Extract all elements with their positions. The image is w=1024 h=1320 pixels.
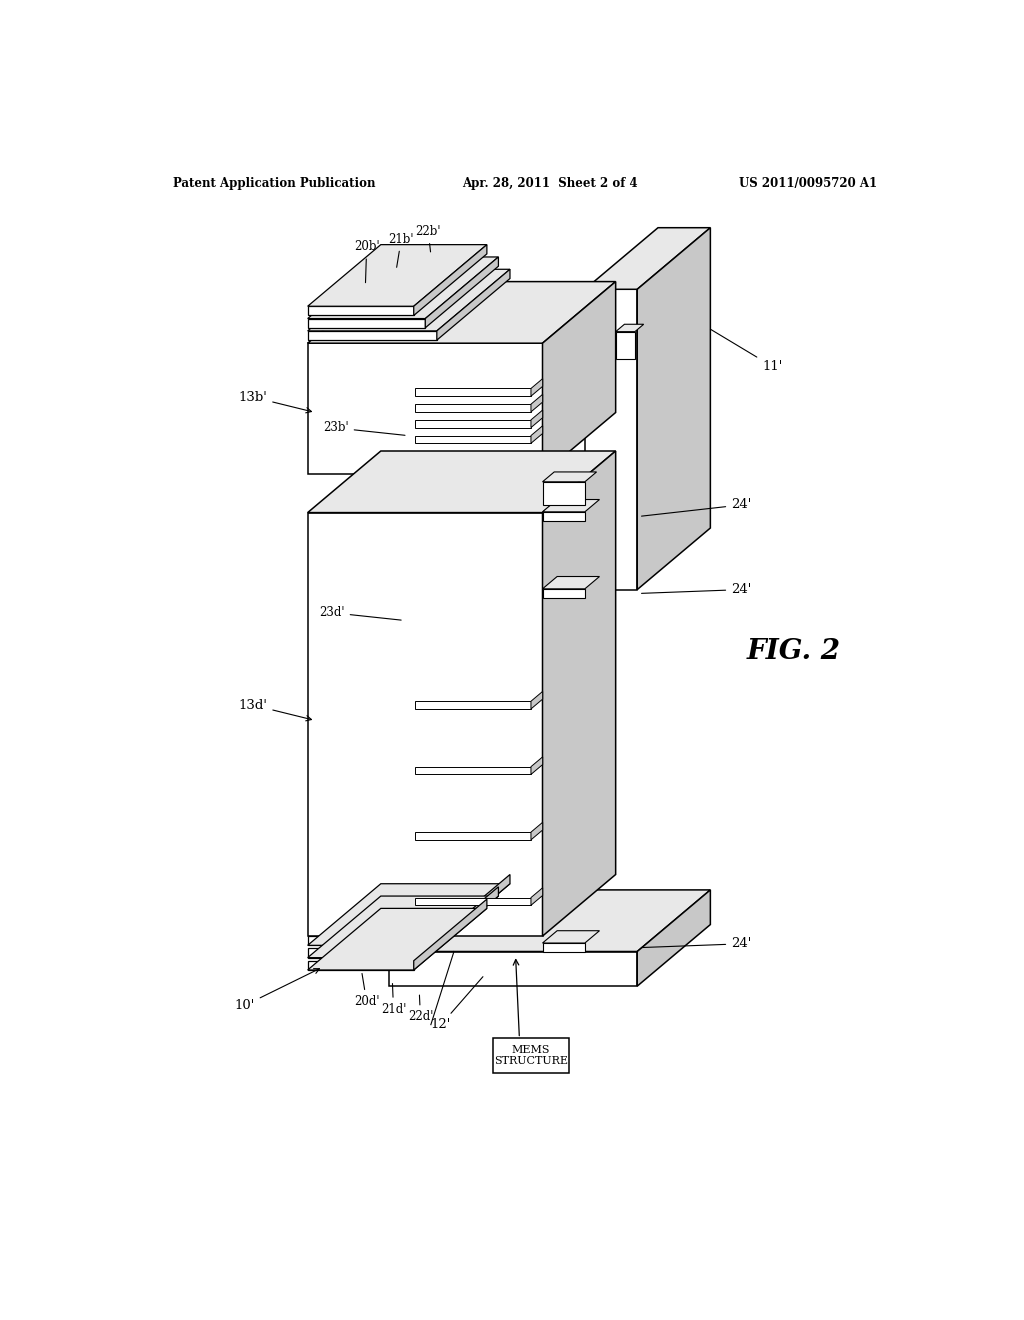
Text: 13b': 13b' — [239, 391, 311, 413]
Polygon shape — [543, 589, 585, 598]
Polygon shape — [307, 318, 425, 327]
Text: 11': 11' — [711, 329, 782, 372]
Text: 13d': 13d' — [239, 698, 311, 721]
Polygon shape — [307, 512, 543, 936]
Polygon shape — [437, 269, 510, 341]
Polygon shape — [531, 888, 543, 906]
Polygon shape — [416, 832, 531, 840]
Polygon shape — [615, 331, 635, 359]
FancyBboxPatch shape — [494, 1038, 568, 1073]
Polygon shape — [307, 908, 486, 970]
Text: 20d': 20d' — [354, 973, 379, 1008]
Text: 20b': 20b' — [354, 240, 380, 282]
Text: 21d': 21d' — [381, 983, 407, 1016]
Polygon shape — [531, 822, 543, 840]
Polygon shape — [425, 887, 499, 958]
Text: 10': 10' — [234, 969, 319, 1012]
Polygon shape — [531, 395, 543, 412]
Polygon shape — [585, 227, 711, 289]
Polygon shape — [307, 269, 510, 331]
Polygon shape — [543, 281, 615, 474]
Polygon shape — [416, 388, 531, 396]
Polygon shape — [543, 473, 597, 482]
Polygon shape — [416, 404, 531, 412]
Polygon shape — [531, 411, 543, 428]
Polygon shape — [543, 577, 599, 589]
Polygon shape — [414, 244, 486, 315]
Text: 22d': 22d' — [408, 995, 433, 1023]
Polygon shape — [307, 331, 437, 341]
Polygon shape — [543, 931, 599, 942]
Polygon shape — [388, 890, 711, 952]
Polygon shape — [388, 952, 637, 986]
Polygon shape — [437, 875, 510, 945]
Polygon shape — [307, 884, 510, 945]
Polygon shape — [307, 257, 499, 318]
Text: 12': 12' — [431, 977, 483, 1031]
Polygon shape — [585, 289, 637, 590]
Polygon shape — [531, 426, 543, 444]
Polygon shape — [307, 343, 543, 474]
Text: FIG. 2: FIG. 2 — [746, 638, 841, 665]
Polygon shape — [615, 325, 644, 331]
Polygon shape — [543, 942, 585, 952]
Polygon shape — [416, 898, 531, 906]
Text: Apr. 28, 2011  Sheet 2 of 4: Apr. 28, 2011 Sheet 2 of 4 — [462, 177, 637, 190]
Polygon shape — [425, 257, 499, 327]
Polygon shape — [414, 899, 486, 970]
Text: 24': 24' — [641, 499, 752, 516]
Polygon shape — [307, 936, 437, 945]
Polygon shape — [543, 451, 615, 936]
Polygon shape — [307, 949, 425, 958]
Text: 23d': 23d' — [319, 606, 401, 620]
Polygon shape — [637, 890, 711, 986]
Polygon shape — [531, 379, 543, 396]
Polygon shape — [307, 281, 615, 343]
Text: 24': 24' — [641, 583, 752, 597]
Polygon shape — [307, 896, 499, 958]
Text: Patent Application Publication: Patent Application Publication — [173, 177, 376, 190]
Polygon shape — [416, 420, 531, 428]
Text: MEMS
STRUCTURE: MEMS STRUCTURE — [494, 1044, 568, 1067]
Polygon shape — [416, 436, 531, 444]
Polygon shape — [543, 482, 585, 506]
Polygon shape — [531, 692, 543, 709]
Polygon shape — [307, 306, 414, 315]
Text: 21b': 21b' — [388, 232, 414, 268]
Polygon shape — [416, 767, 531, 775]
Polygon shape — [307, 244, 486, 306]
Polygon shape — [531, 756, 543, 775]
Text: 23b': 23b' — [323, 421, 406, 436]
Polygon shape — [416, 701, 531, 709]
Text: 22b': 22b' — [416, 224, 441, 252]
Text: US 2011/0095720 A1: US 2011/0095720 A1 — [739, 177, 878, 190]
Text: 24': 24' — [641, 937, 752, 950]
Polygon shape — [307, 961, 414, 970]
Polygon shape — [307, 451, 615, 512]
Polygon shape — [543, 499, 599, 512]
Polygon shape — [637, 227, 711, 590]
Polygon shape — [543, 512, 585, 521]
